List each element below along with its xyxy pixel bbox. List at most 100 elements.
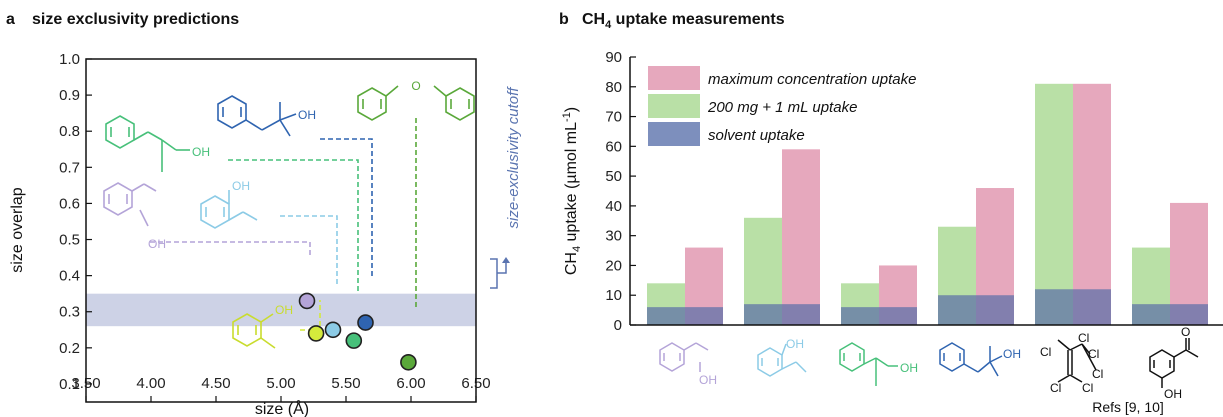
- panel-b-title: CH4 uptake measurements: [582, 11, 785, 31]
- bar-molecule-5-cl-2: Cl: [1040, 345, 1051, 359]
- bar-molecule-5-cl-6: Cl: [1082, 381, 1093, 395]
- panel-a-points: [298, 292, 417, 371]
- y-tick-label: 0.7: [59, 159, 80, 176]
- y-tick-label: 0.9: [59, 87, 80, 104]
- legend-swatch-solvent: [648, 122, 700, 146]
- bar-molecule-3-oh: OH: [900, 361, 918, 375]
- panel-b-molecules: [659, 338, 1199, 388]
- panel-b-y-ticks: 0 10 20 30 40 50 60 70 80 90: [605, 49, 636, 334]
- bar-molecule-6-o: O: [1181, 325, 1190, 339]
- y-tick-label: 10: [605, 287, 622, 304]
- y-tick-label: 0.6: [59, 195, 80, 212]
- y-tick-label: 90: [605, 49, 622, 66]
- bar-molecule-5: [1057, 339, 1097, 383]
- bar-molecule-5-cl-3: Cl: [1088, 347, 1099, 361]
- scatter-point: [357, 314, 374, 331]
- y-tick-label: 60: [605, 138, 622, 155]
- methylphenol-oh-label: OH: [275, 303, 293, 317]
- bar-molecule-5-cl-4: Cl: [1092, 367, 1103, 381]
- bar-molecule-6: [1149, 338, 1199, 388]
- molecule-phenylethanol: [103, 182, 157, 227]
- bar-mg-uptake: [1035, 83, 1073, 325]
- molecule-diphenylether: [357, 85, 475, 121]
- y-tick-label: 30: [605, 228, 622, 245]
- y-tick-label: 50: [605, 168, 622, 185]
- bar-molecule-5-cl-5: Cl: [1050, 381, 1061, 395]
- scatter-point: [324, 321, 342, 339]
- bar-solvent-uptake: [938, 295, 1014, 325]
- bar-solvent-uptake: [647, 307, 723, 325]
- cutoff-arrow-head: [502, 257, 510, 263]
- bar-molecule-4-oh: OH: [1003, 347, 1021, 361]
- bar-solvent-uptake: [1035, 289, 1111, 325]
- x-tick-label: 5.50: [331, 375, 360, 392]
- y-tick-label: 0.8: [59, 123, 80, 140]
- scatter-point: [345, 332, 363, 349]
- bar-molecule-6-oh: OH: [1164, 387, 1182, 401]
- x-tick-label: 5.00: [266, 375, 295, 392]
- panel-a-x-label: size (Å): [255, 399, 309, 417]
- legend-swatch-mg: [648, 94, 700, 118]
- leader-line-methylphenylpropanol: [320, 138, 373, 276]
- legend-swatch-max: [648, 66, 700, 90]
- diphenylether-o-label: O: [411, 79, 420, 93]
- y-tick-label: 0.3: [59, 304, 80, 321]
- y-tick-label: 20: [605, 257, 622, 274]
- y-tick-label: 40: [605, 198, 622, 215]
- leader-line-ethylphenol: [280, 215, 338, 284]
- panel-a-y-ticks: 0.1 0.2 0.3 0.4 0.5 0.6 0.7 0.8 0.9 1.0: [59, 51, 92, 393]
- panel-b-letter: b: [559, 11, 569, 28]
- panel-b: b CH4 uptake measurements 0 10 20 30 40 50 60 7…: [559, 11, 1223, 415]
- leader-line-phenylpropanol: [228, 159, 359, 292]
- panel-a: a size exclusivity predictions 3.50 4.00 4…: [6, 11, 522, 417]
- cutoff-label: size-exclusivity cutoff: [505, 86, 522, 229]
- y-tick-label: 0.1: [59, 376, 80, 393]
- legend-label-max: maximum concentration uptake: [708, 71, 916, 88]
- molecule-methylphenylpropanol: [217, 95, 297, 137]
- panel-a-axes-frame: [85, 58, 477, 403]
- y-tick-label: 80: [605, 79, 622, 96]
- bar-max-uptake: [782, 149, 820, 325]
- panel-a-letter: a: [6, 11, 15, 28]
- panel-a-x-ticks: 3.50 4.00 4.50 5.00 5.50 6.00 6.50: [71, 375, 491, 402]
- methylphenylpropanol-oh-label: OH: [298, 108, 316, 122]
- bar-solvent-uptake: [1132, 304, 1208, 325]
- panel-a-title: size exclusivity predictions: [32, 11, 239, 28]
- legend-label-solvent: solvent uptake: [708, 127, 805, 144]
- panel-b-y-label: CH4 uptake (µmol mL-1): [561, 107, 583, 275]
- panel-a-y-label: size overlap: [9, 187, 26, 272]
- y-tick-label: 0.2: [59, 340, 80, 357]
- bar-molecule-2: [757, 343, 807, 377]
- cutoff-bracket-arrow: [497, 262, 507, 274]
- molecule-phenylpropanol: [105, 115, 190, 172]
- bar-molecule-5-cl-1: Cl: [1078, 331, 1089, 345]
- x-tick-label: 4.00: [136, 375, 165, 392]
- bar-molecule-1: [659, 342, 709, 372]
- bar-solvent-uptake: [841, 307, 917, 325]
- panel-b-bars: [647, 83, 1208, 325]
- y-tick-label: 0.5: [59, 232, 80, 249]
- bar-molecule-3: [839, 342, 898, 386]
- scatter-point: [400, 353, 417, 371]
- molecule-ethylphenol: [200, 190, 258, 229]
- phenylpropanol-oh-label: OH: [192, 145, 210, 159]
- bar-molecule-2-oh: OH: [786, 337, 804, 351]
- leader-line-phenylethanol: [150, 241, 311, 255]
- cutoff-band: [86, 293, 476, 327]
- bar-solvent-uptake: [744, 304, 820, 325]
- scatter-point: [298, 292, 316, 310]
- y-tick-label: 1.0: [59, 51, 80, 68]
- panel-b-legend: maximum concentration uptake 200 mg + 1 …: [648, 66, 916, 146]
- bar-max-uptake: [1073, 83, 1111, 325]
- bar-molecule-1-oh: OH: [699, 373, 717, 387]
- molecule-methylphenol: [232, 313, 276, 349]
- x-tick-label: 6.00: [396, 375, 425, 392]
- x-tick-label: 4.50: [201, 375, 230, 392]
- bar-molecule-4: [939, 342, 1003, 377]
- refs-label: Refs [9, 10]: [1092, 399, 1164, 415]
- ethylphenol-oh-label: OH: [232, 179, 250, 193]
- y-tick-label: 0.4: [59, 268, 80, 285]
- cutoff-bracket: [490, 258, 498, 289]
- scatter-point: [307, 325, 325, 342]
